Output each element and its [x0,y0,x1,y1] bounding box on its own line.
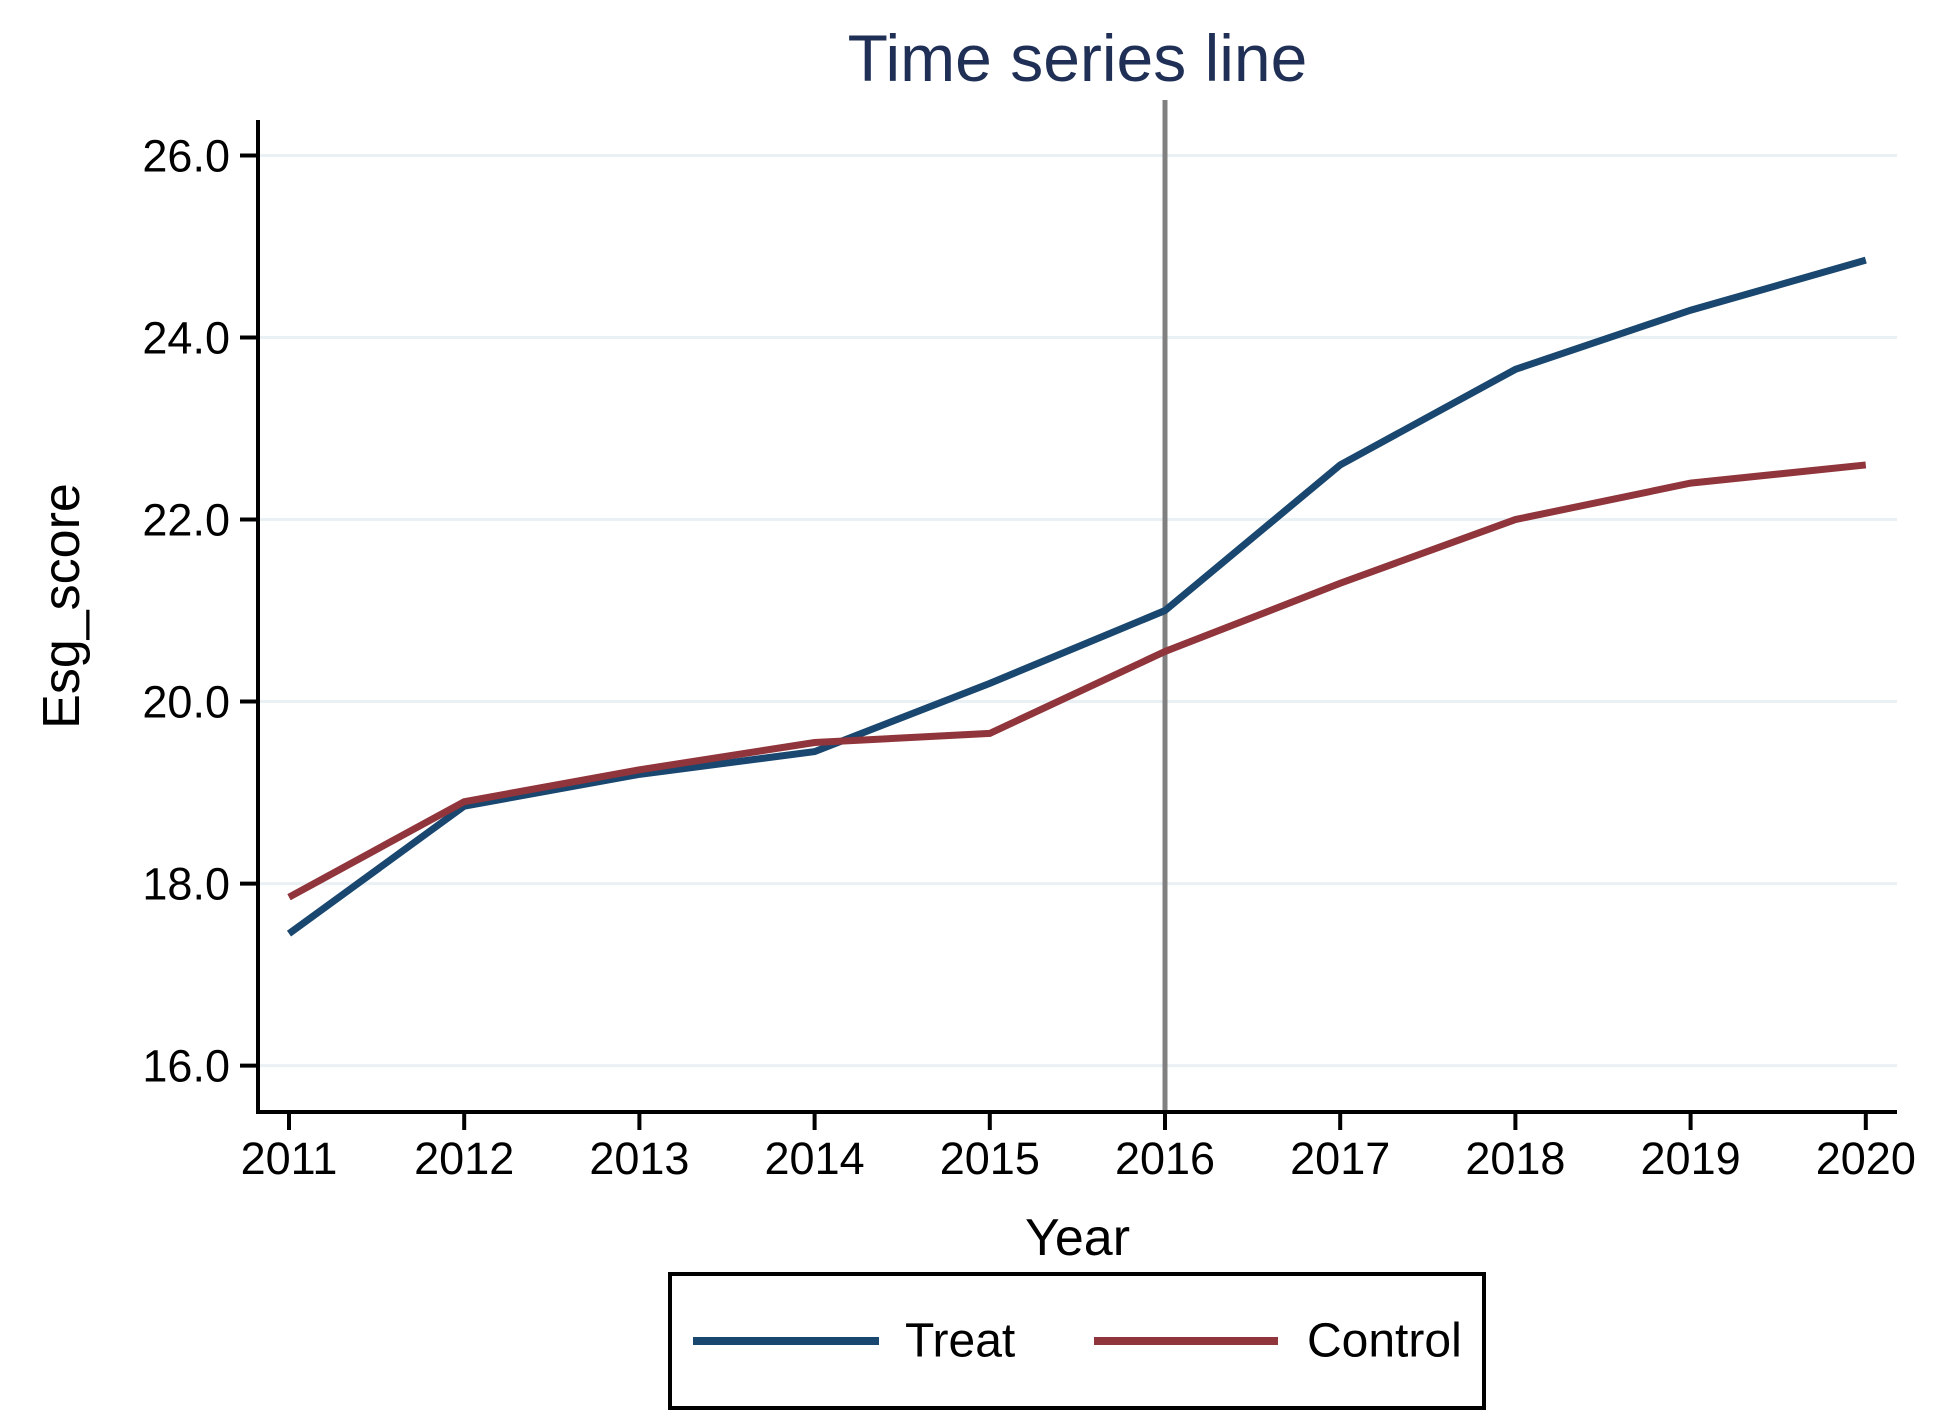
x-tick-label: 2014 [765,1133,865,1184]
axis-lines [256,120,1897,1114]
x-tick-label: 2015 [940,1133,1040,1184]
y-tick-label: 16.0 [142,1041,230,1092]
y-tick-label: 22.0 [142,495,230,546]
x-tick-label: 2013 [589,1133,689,1184]
x-tick-label: 2018 [1465,1133,1565,1184]
legend-label-control: Control [1307,1314,1462,1368]
y-tick-label: 26.0 [142,130,230,181]
y-tick-label: 20.0 [142,677,230,728]
x-axis-title: Year [1024,1209,1131,1267]
x-tick-label: 2017 [1290,1133,1390,1184]
x-tick-label: 2011 [241,1133,338,1184]
series-line-treat [286,256,1867,937]
y-tick-label: 24.0 [142,313,230,364]
legend-label-treat: Treat [905,1314,1016,1368]
x-tick-label: 2020 [1816,1133,1916,1184]
legend: Treat Control [668,1272,1486,1410]
series-line-control [287,461,1867,901]
legend-swatch-control [1094,1337,1278,1345]
x-tick-label: 2016 [1115,1133,1215,1184]
legend-swatch-treat [693,1337,879,1345]
chart-title: Time series line [847,21,1308,95]
y-tick-label: 18.0 [142,859,230,910]
x-tick-label: 2019 [1641,1133,1741,1184]
x-tick-label: 2012 [414,1133,514,1184]
